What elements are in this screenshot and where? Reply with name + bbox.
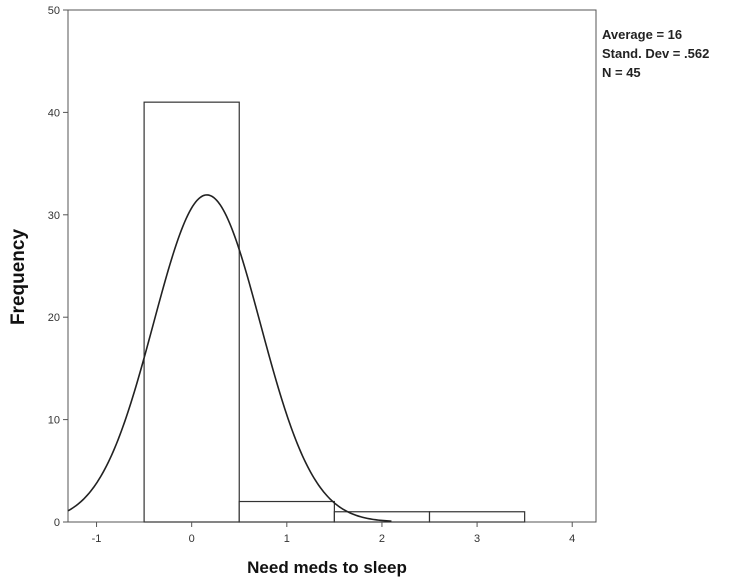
histogram-bar [428,511,526,523]
y-axis: 0 10 20 30 40 50 [48,5,68,529]
y-tick-label: 20 [48,312,60,324]
y-tick-label: 10 [48,415,60,427]
stat-average: Average = 16 [602,27,683,42]
histogram-bar [143,101,240,523]
y-tick-label: 40 [48,107,60,119]
normal-curve [67,194,392,522]
stat-n: N = 45 [602,65,641,80]
x-tick-label: 3 [474,533,480,545]
y-axis-title: Frequency [8,229,29,326]
stats-box: Average = 16 Stand. Dev = .562 N = 45 [602,25,709,82]
stat-std-dev: Stand. Dev = .562 [602,46,710,61]
x-tick-label: 1 [284,533,290,545]
y-tick-label: 0 [54,517,60,529]
x-tick-label: 0 [189,533,195,545]
y-tick-label: 30 [48,210,60,222]
x-axis-title: Need meds to sleep [247,558,407,577]
histogram-bar [238,500,335,523]
histogram-bars [143,101,526,523]
x-tick-label: 2 [379,533,385,545]
y-tick-label: 50 [48,5,60,17]
x-axis: -1 0 1 2 3 4 [92,522,575,545]
x-tick-label: 4 [569,533,575,545]
x-tick-label: -1 [92,533,102,545]
